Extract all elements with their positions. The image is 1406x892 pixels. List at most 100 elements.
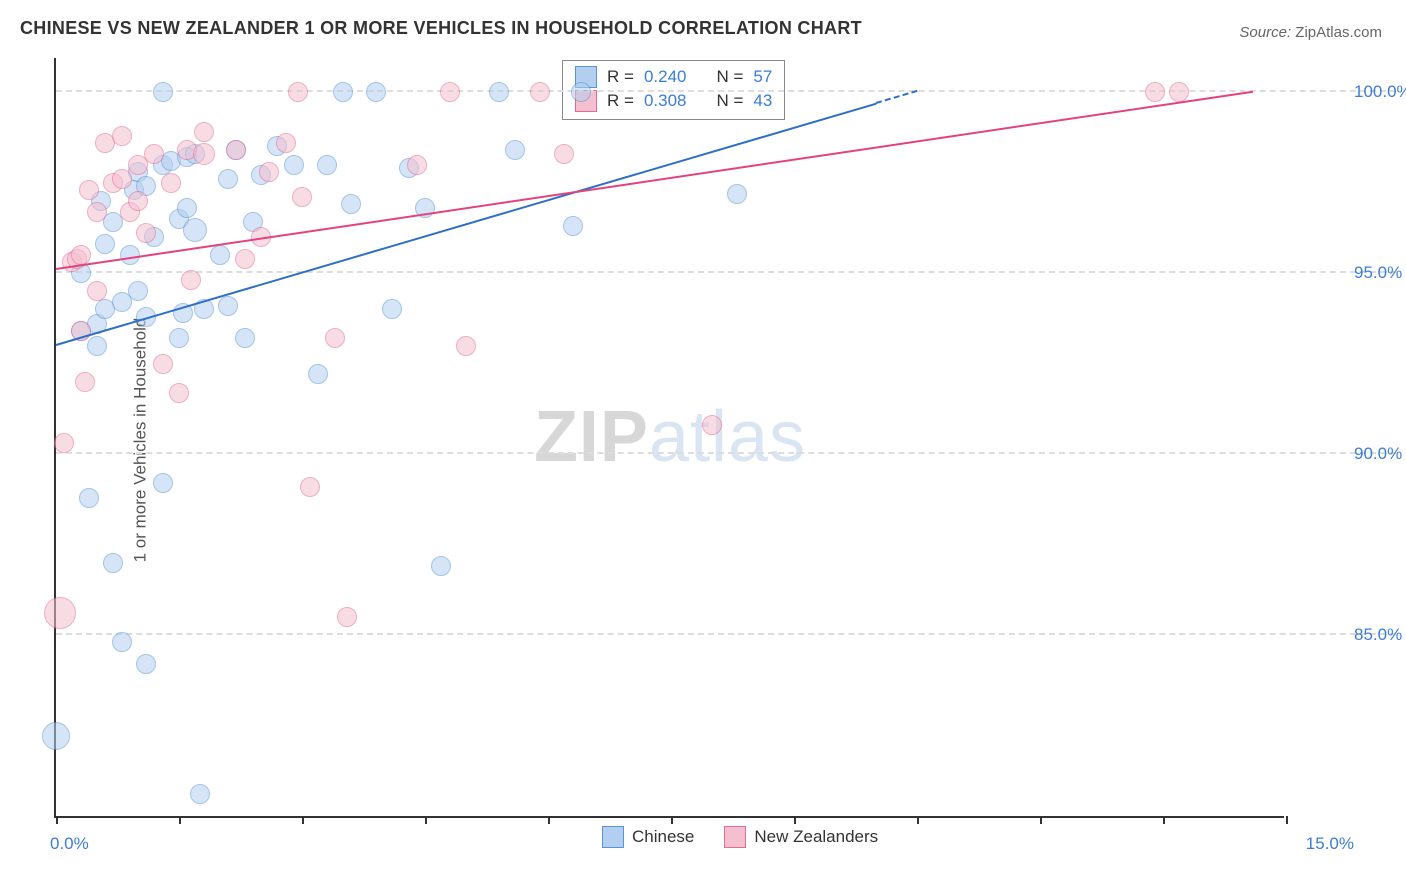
data-point bbox=[87, 202, 107, 222]
data-point bbox=[702, 415, 722, 435]
data-point bbox=[144, 144, 164, 164]
chart-title: CHINESE VS NEW ZEALANDER 1 OR MORE VEHIC… bbox=[20, 18, 862, 39]
legend-r-value-nz: 0.308 bbox=[644, 91, 687, 111]
legend-r-value-chinese: 0.240 bbox=[644, 67, 687, 87]
data-point bbox=[382, 299, 402, 319]
y-tick-label: 100.0% bbox=[1354, 82, 1406, 102]
data-point bbox=[153, 354, 173, 374]
data-point bbox=[218, 169, 238, 189]
series-swatch-nz bbox=[724, 826, 746, 848]
data-point bbox=[71, 245, 91, 265]
x-tick bbox=[1040, 816, 1042, 824]
data-point bbox=[727, 184, 747, 204]
data-point bbox=[128, 281, 148, 301]
data-point bbox=[87, 336, 107, 356]
source-attribution: Source: ZipAtlas.com bbox=[1239, 24, 1382, 41]
trend-line bbox=[876, 90, 918, 104]
data-point bbox=[366, 82, 386, 102]
data-point bbox=[276, 133, 296, 153]
series-legend: Chinese New Zealanders bbox=[602, 826, 878, 848]
data-point bbox=[103, 553, 123, 573]
data-point bbox=[505, 140, 525, 160]
x-tick bbox=[1163, 816, 1165, 824]
data-point bbox=[325, 328, 345, 348]
data-point bbox=[563, 216, 583, 236]
data-point bbox=[308, 364, 328, 384]
data-point bbox=[341, 194, 361, 214]
data-point bbox=[571, 82, 591, 102]
legend-row-nz: R = 0.308 N = 43 bbox=[575, 89, 772, 113]
data-point bbox=[300, 477, 320, 497]
data-point bbox=[235, 328, 255, 348]
plot-area: ZIPatlas R = 0.240 N = 57 R = 0.308 N = … bbox=[54, 58, 1284, 818]
data-point bbox=[79, 488, 99, 508]
data-point bbox=[317, 155, 337, 175]
legend-r-label: R = bbox=[607, 67, 634, 87]
x-tick bbox=[671, 816, 673, 824]
y-tick-label: 95.0% bbox=[1354, 263, 1406, 283]
data-point bbox=[183, 218, 207, 242]
x-tick bbox=[425, 816, 427, 824]
data-point bbox=[153, 473, 173, 493]
data-point bbox=[190, 784, 210, 804]
data-point bbox=[128, 191, 148, 211]
y-tick-label: 85.0% bbox=[1354, 625, 1406, 645]
data-point bbox=[42, 722, 70, 750]
watermark-atlas: atlas bbox=[649, 397, 806, 477]
x-tick bbox=[302, 816, 304, 824]
series-label-nz: New Zealanders bbox=[754, 827, 878, 847]
data-point bbox=[44, 597, 76, 629]
data-point bbox=[456, 336, 476, 356]
series-label-chinese: Chinese bbox=[632, 827, 694, 847]
source-value: ZipAtlas.com bbox=[1295, 24, 1382, 41]
data-point bbox=[407, 155, 427, 175]
data-point bbox=[259, 162, 279, 182]
data-point bbox=[337, 607, 357, 627]
data-point bbox=[194, 122, 214, 142]
data-point bbox=[54, 433, 74, 453]
gridline bbox=[56, 90, 1396, 92]
watermark: ZIPatlas bbox=[534, 396, 806, 478]
data-point bbox=[112, 126, 132, 146]
data-point bbox=[554, 144, 574, 164]
x-tick bbox=[56, 816, 58, 824]
watermark-zip: ZIP bbox=[534, 397, 649, 477]
data-point bbox=[210, 245, 230, 265]
y-tick-label: 90.0% bbox=[1354, 444, 1406, 464]
series-swatch-chinese bbox=[602, 826, 624, 848]
x-tick bbox=[548, 816, 550, 824]
x-tick bbox=[917, 816, 919, 824]
data-point bbox=[431, 556, 451, 576]
data-point bbox=[288, 82, 308, 102]
legend-n-label: N = bbox=[716, 91, 743, 111]
data-point bbox=[292, 187, 312, 207]
legend-n-value-nz: 43 bbox=[753, 91, 772, 111]
x-tick-label: 15.0% bbox=[1306, 834, 1354, 854]
data-point bbox=[489, 82, 509, 102]
data-point bbox=[1169, 82, 1189, 102]
source-label: Source: bbox=[1239, 24, 1291, 41]
data-point bbox=[79, 180, 99, 200]
data-point bbox=[530, 82, 550, 102]
x-tick bbox=[1286, 816, 1288, 824]
x-tick bbox=[179, 816, 181, 824]
data-point bbox=[177, 198, 197, 218]
data-point bbox=[153, 82, 173, 102]
data-point bbox=[112, 169, 132, 189]
data-point bbox=[136, 654, 156, 674]
gridline bbox=[56, 633, 1396, 635]
data-point bbox=[169, 328, 189, 348]
legend-n-label: N = bbox=[716, 67, 743, 87]
data-point bbox=[1145, 82, 1165, 102]
legend-row-chinese: R = 0.240 N = 57 bbox=[575, 65, 772, 89]
data-point bbox=[161, 173, 181, 193]
data-point bbox=[284, 155, 304, 175]
data-point bbox=[136, 223, 156, 243]
series-legend-nz: New Zealanders bbox=[724, 826, 878, 848]
series-legend-chinese: Chinese bbox=[602, 826, 694, 848]
x-tick-label: 0.0% bbox=[50, 834, 89, 854]
data-point bbox=[181, 270, 201, 290]
x-tick bbox=[794, 816, 796, 824]
data-point bbox=[95, 234, 115, 254]
data-point bbox=[226, 140, 246, 160]
